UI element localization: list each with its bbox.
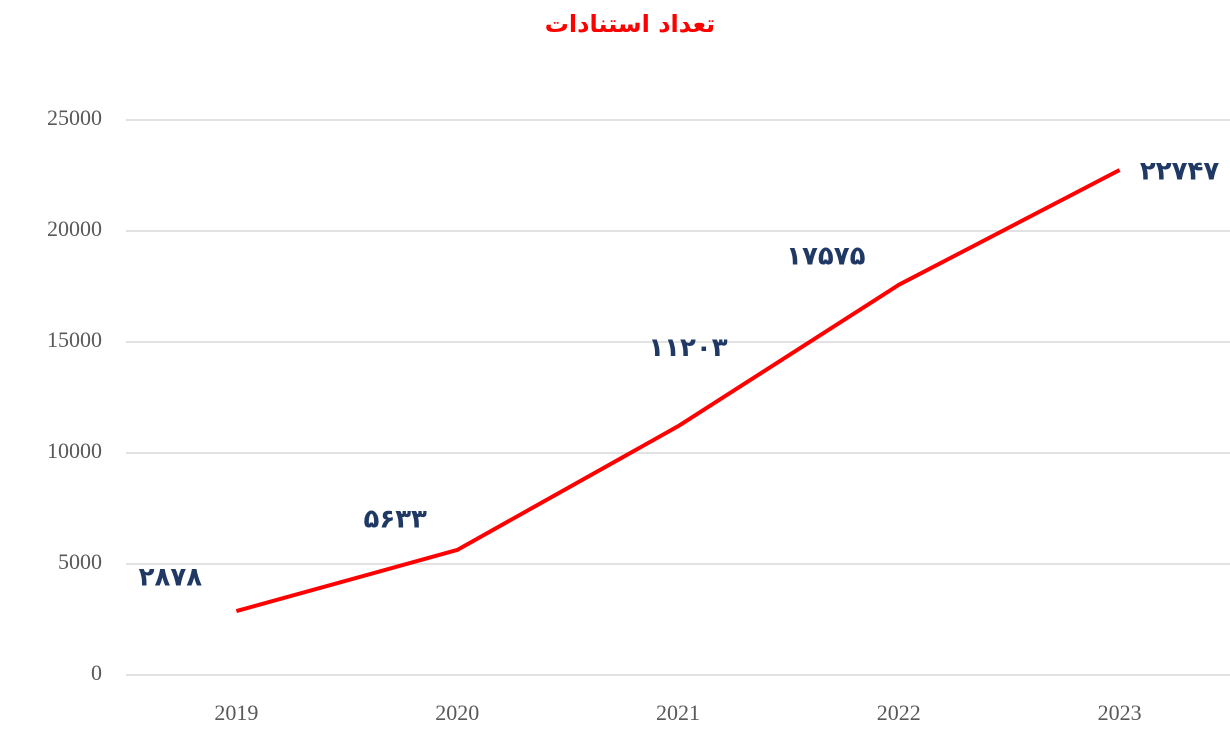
y-tick-label: 0 bbox=[91, 660, 102, 685]
x-tick-label: 2020 bbox=[435, 700, 479, 725]
data-label: ۲۸۷۸ bbox=[139, 563, 203, 593]
data-label: ۵۶۳۳ bbox=[363, 504, 427, 534]
y-tick-label: 5000 bbox=[58, 549, 102, 574]
chart-title: تعداد استنادات bbox=[545, 10, 715, 38]
y-tick-label: 10000 bbox=[47, 438, 102, 463]
x-tick-label: 2023 bbox=[1098, 700, 1142, 725]
y-tick-label: 20000 bbox=[47, 216, 102, 241]
x-tick-label: 2019 bbox=[214, 700, 258, 725]
x-tick-label: 2021 bbox=[656, 700, 700, 725]
y-tick-label: 15000 bbox=[47, 327, 102, 352]
data-label: ۱۱۲۰۳ bbox=[648, 333, 727, 363]
y-tick-label: 25000 bbox=[47, 105, 102, 130]
data-label: ۱۷۵۷۵ bbox=[786, 241, 865, 271]
line bbox=[235, 168, 1121, 614]
data-label: ۲۲۷۴۷ bbox=[1140, 157, 1219, 187]
x-tick-label: 2022 bbox=[877, 700, 921, 725]
